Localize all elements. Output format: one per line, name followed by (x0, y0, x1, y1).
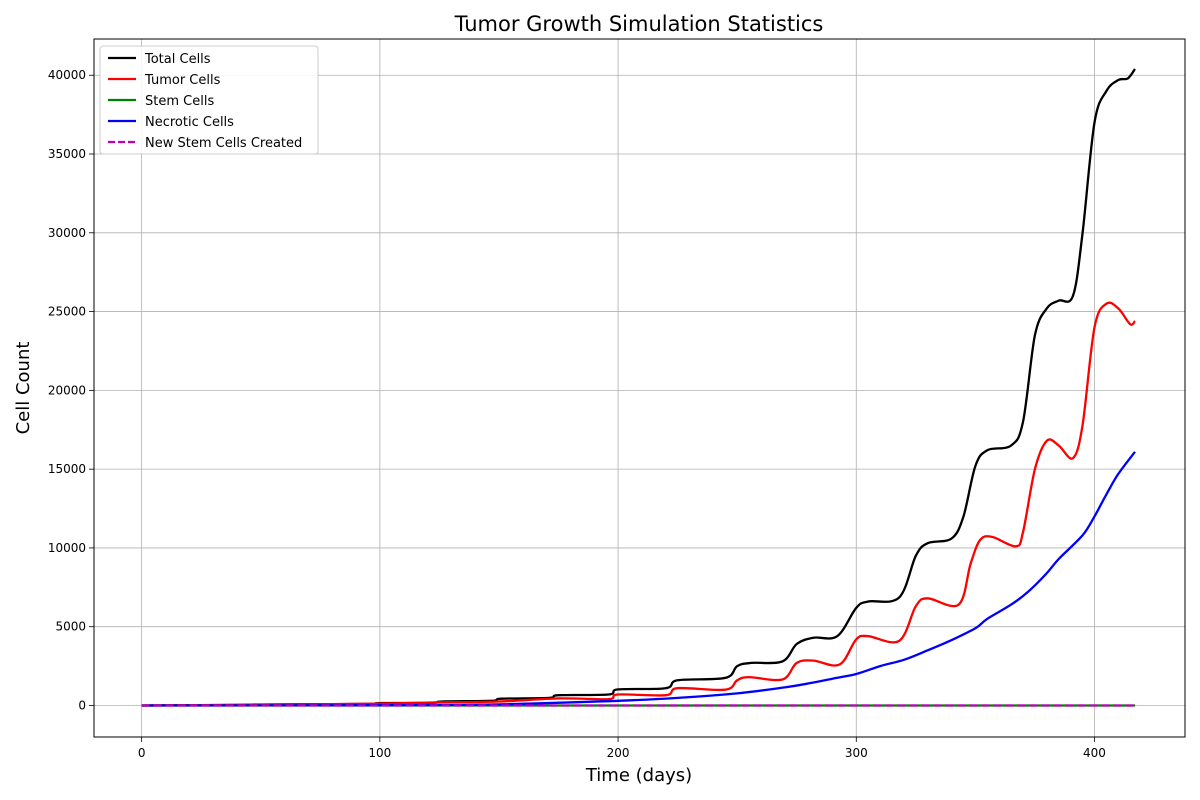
legend-label-new-stem-cells-created: New Stem Cells Created (145, 136, 302, 151)
x-tick-label-0: 0 (138, 746, 146, 760)
legend: Total Cells Tumor Cells Stem Cells Necrotic… (99, 45, 319, 155)
x-tick-label-2: 200 (607, 746, 630, 760)
y-tick-label-8: 40000 (48, 68, 86, 82)
y-tick-label-3: 15000 (48, 462, 86, 476)
x-tick-label-1: 100 (368, 746, 391, 760)
x-tick-label-3: 300 (845, 746, 868, 760)
series-line-total-cells (141, 68, 1136, 707)
chart-title: Tumor Growth Simulation Statistics (454, 12, 824, 36)
x-axis-label: Time (days) (585, 765, 692, 786)
y-axis-ticks: 0 5000 10000 15000 20000 25000 30000 35000 40000 (48, 68, 94, 712)
y-tick-label-2: 10000 (48, 541, 86, 555)
series-layer (141, 68, 1136, 707)
y-axis-label: Cell Count (13, 342, 34, 435)
legend-label-stem-cells: Stem Cells (145, 94, 214, 109)
y-tick-label-7: 35000 (48, 147, 86, 161)
legend-label-tumor-cells: Tumor Cells (144, 73, 221, 88)
legend-label-total-cells: Total Cells (144, 52, 211, 67)
legend-box (99, 45, 319, 155)
plot-frame (93, 38, 1186, 738)
y-tick-label-1: 5000 (55, 620, 86, 634)
y-tick-label-0: 0 (78, 698, 86, 712)
legend-label-necrotic-cells: Necrotic Cells (145, 115, 234, 130)
y-tick-label-5: 25000 (48, 305, 86, 319)
y-tick-label-4: 20000 (48, 383, 86, 397)
y-tick-label-6: 30000 (48, 226, 86, 240)
x-axis-ticks: 0 100 200 300 400 (138, 737, 1106, 760)
x-tick-label-4: 400 (1083, 746, 1106, 760)
series-line-tumor-cells (141, 301, 1136, 707)
series-line-necrotic-cells (141, 451, 1136, 707)
